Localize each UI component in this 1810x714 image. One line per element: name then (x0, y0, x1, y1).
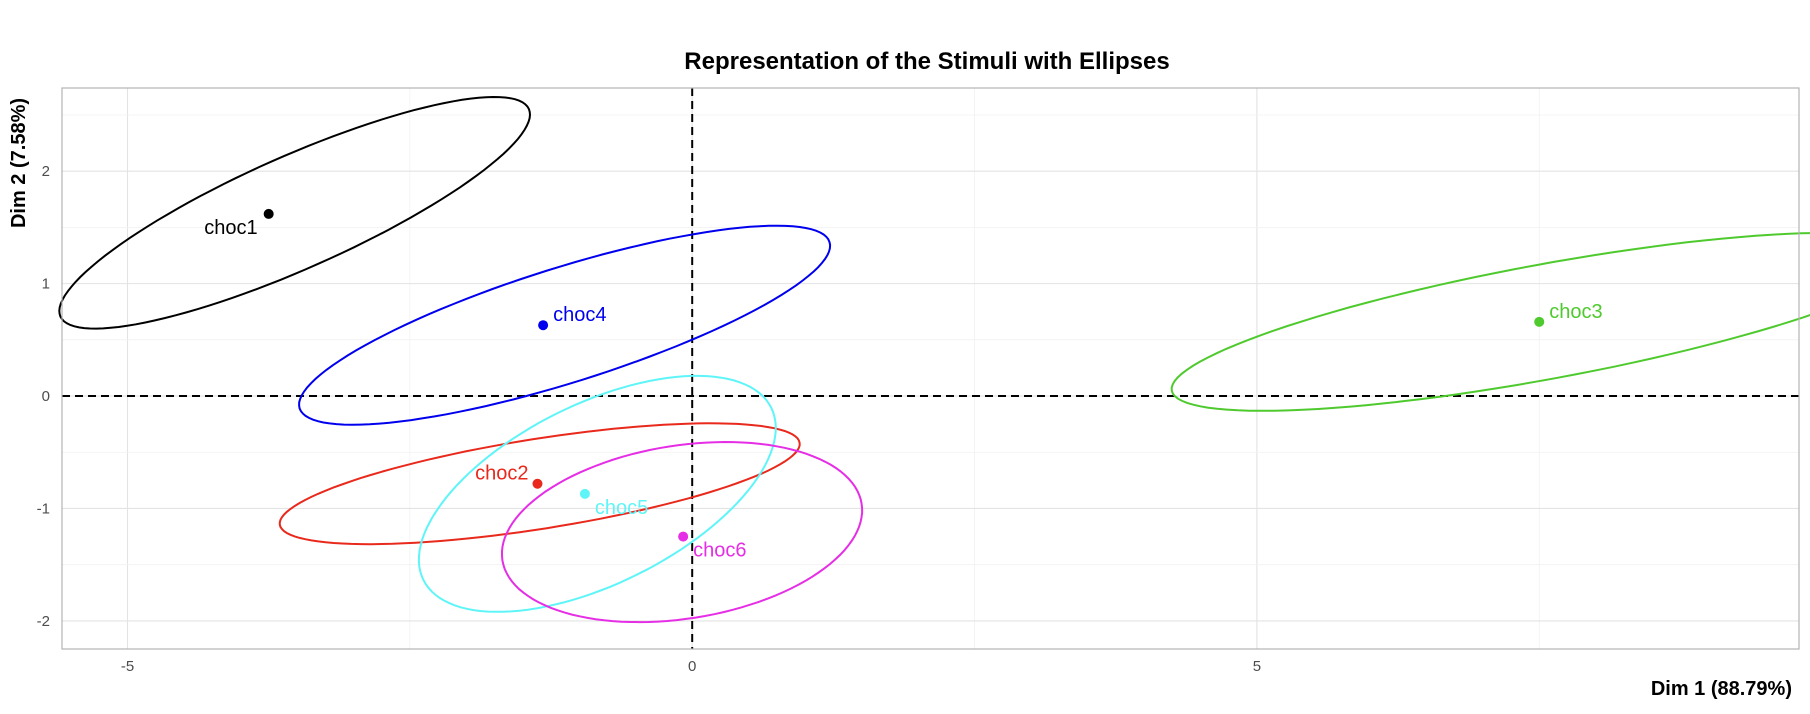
ellipse-choc6 (501, 440, 864, 624)
point-label-choc5: choc5 (595, 497, 648, 519)
point-label-choc6: choc6 (693, 540, 746, 562)
y-tick-label: 0 (42, 388, 50, 405)
point-choc6 (678, 531, 689, 542)
x-tick-label: 5 (1253, 658, 1261, 675)
ellipse-choc4 (298, 224, 832, 426)
plot-panel-border (61, 87, 1800, 650)
y-tick-label: -1 (37, 500, 50, 517)
point-choc3 (1534, 316, 1545, 327)
ellipse-choc3 (1170, 232, 1810, 412)
point-label-choc4: choc4 (553, 304, 606, 326)
point-choc4 (538, 320, 549, 331)
reference-lines (62, 88, 1799, 649)
y-tick-label: 2 (42, 163, 50, 180)
y-axis-title: Dim 2 (7.58%) (8, 98, 30, 228)
point-choc2 (532, 478, 543, 489)
ellipse-choc2 (278, 422, 801, 546)
x-axis-title: Dim 1 (88.79%) (1651, 678, 1792, 700)
x-tick-label: 0 (688, 658, 696, 675)
point-label-choc3: choc3 (1549, 301, 1602, 323)
chart-title: Representation of the Stimuli with Ellip… (684, 48, 1169, 75)
point-choc5 (579, 488, 590, 499)
tick-labels: -5 0 5 -2 -1 0 1 2 (37, 163, 1261, 675)
y-tick-label: 1 (42, 276, 50, 293)
grid (62, 88, 1799, 649)
point-label-choc1: choc1 (204, 217, 257, 239)
x-tick-label: -5 (121, 658, 134, 675)
point-label-choc2: choc2 (475, 463, 528, 485)
point-labels: choc1 choc2 choc3 choc4 choc5 choc6 (204, 217, 1602, 562)
ellipse-choc1 (58, 95, 532, 330)
points (263, 208, 1545, 542)
ellipse-choc5 (417, 374, 777, 613)
ellipses (58, 95, 1810, 624)
point-choc1 (263, 208, 274, 219)
y-tick-label: -2 (37, 613, 50, 630)
